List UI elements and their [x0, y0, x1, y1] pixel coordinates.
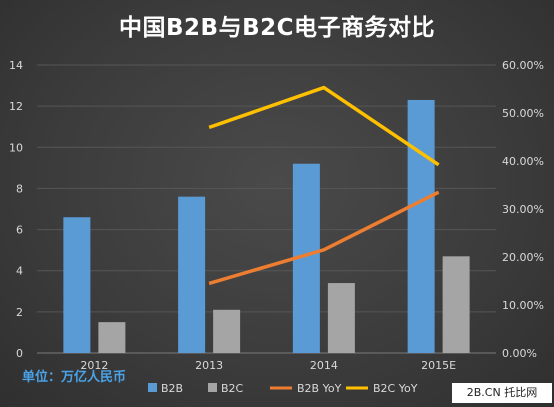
- bar-b2c: [98, 322, 126, 353]
- bar-b2c: [327, 283, 355, 353]
- x-tick-label: 2015E: [421, 359, 456, 372]
- x-tick-label: 2014: [310, 359, 338, 372]
- y-right-tick-label: 0.00%: [502, 347, 537, 360]
- unit-note: 单位：万亿人民币: [22, 370, 127, 385]
- x-tick-label: 2013: [195, 359, 223, 372]
- legend-swatch-b2c: [208, 383, 217, 392]
- y-right-tick-label: 20.00%: [502, 251, 544, 264]
- legend-label-b2c-yoy: B2C YoY: [373, 382, 418, 395]
- legend-label-b2b-yoy: B2B YoY: [297, 382, 342, 395]
- legend-label-b2c: B2C: [221, 382, 244, 395]
- y-right-tick-label: 10.00%: [502, 299, 544, 312]
- y-left-tick-label: 12: [9, 100, 23, 113]
- y-left-tick-label: 14: [9, 59, 23, 72]
- bar-b2c: [213, 309, 241, 353]
- bar-b2b: [407, 99, 435, 353]
- legend-label-b2b: B2B: [161, 382, 183, 395]
- y-left-tick-label: 2: [16, 306, 23, 319]
- y-left-tick-label: 6: [16, 224, 23, 237]
- bar-b2b: [63, 217, 91, 353]
- chart-title: 中国B2B与B2C电子商务对比: [119, 15, 435, 41]
- y-left-tick-label: 10: [9, 141, 23, 154]
- y-right-tick-label: 50.00%: [502, 107, 544, 120]
- y-left-tick-label: 4: [16, 265, 23, 278]
- line-b2c-yoy: [208, 85, 440, 167]
- bar-b2c: [442, 256, 470, 353]
- y-left-tick-label: 0: [16, 347, 23, 360]
- x-tick-label: 2012: [80, 359, 108, 372]
- y-right-tick-label: 40.00%: [502, 155, 544, 168]
- y-left-tick-label: 8: [16, 182, 23, 195]
- legend-swatch-b2b: [148, 383, 157, 392]
- y-right-tick-label: 30.00%: [502, 203, 544, 216]
- bar-b2b: [178, 196, 206, 353]
- watermark: 2B.CN 托比网: [452, 383, 552, 403]
- line-b2b-yoy: [208, 190, 440, 286]
- y-right-tick-label: 60.00%: [502, 59, 544, 72]
